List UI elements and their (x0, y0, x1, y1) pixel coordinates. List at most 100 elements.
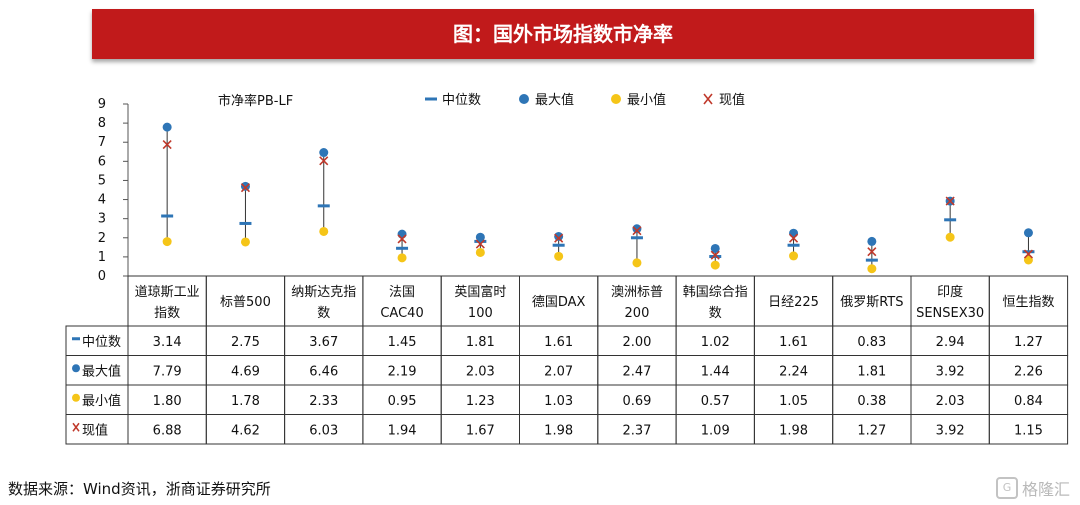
min-point (240, 237, 250, 247)
category-label: 印度 (937, 284, 963, 300)
min-point (710, 260, 720, 270)
table-value: 1.27 (857, 423, 886, 438)
max-point (475, 232, 485, 242)
legend-label: 最大值 (535, 92, 574, 108)
min-point (945, 232, 955, 242)
row-label: 最小值 (82, 393, 121, 409)
table-value: 0.57 (701, 394, 730, 409)
max-point (1023, 228, 1033, 238)
min-point (397, 253, 407, 263)
table-value: 3.92 (936, 423, 965, 438)
legend-marker-max (519, 94, 529, 104)
table-value: 1.15 (1014, 423, 1043, 438)
legend-label: 最小值 (627, 92, 666, 108)
table-value: 2.33 (309, 394, 338, 409)
table-value: 2.47 (622, 364, 651, 379)
y-tick-label: 4 (98, 193, 106, 208)
row-label: 最大值 (82, 363, 121, 379)
min-point (1023, 255, 1033, 265)
max-point (554, 231, 564, 241)
table-value: 1.81 (466, 335, 495, 350)
table-value: 1.61 (779, 335, 808, 350)
legend-marker-current (703, 93, 713, 105)
min-point (475, 247, 485, 257)
table-value: 1.02 (701, 335, 730, 350)
table-value: 2.00 (622, 335, 651, 350)
legend-marker-min (611, 94, 621, 104)
y-tick-label: 8 (98, 116, 106, 131)
min-point (319, 226, 329, 236)
max-point (240, 181, 250, 191)
current-point (945, 196, 955, 206)
table-value: 1.94 (388, 423, 417, 438)
y-tick-label: 7 (98, 135, 106, 150)
current-point (319, 156, 329, 166)
category-label: 韩国综合指 (683, 285, 748, 300)
min-point (632, 258, 642, 268)
table-value: 0.84 (1014, 394, 1043, 409)
category-label: 数 (317, 306, 330, 321)
row-label: 现值 (82, 422, 108, 438)
category-label: 道琼斯工业 (135, 285, 200, 300)
chart-title: 图：国外市场指数市净率 (453, 22, 673, 46)
table-value: 4.62 (231, 423, 260, 438)
category-label: 法国 (389, 285, 415, 300)
table-value: 3.14 (153, 335, 182, 350)
table-value: 7.79 (153, 364, 182, 379)
table-value: 1.09 (701, 423, 730, 438)
current-point (710, 250, 720, 260)
category-label: 澳洲标普 (611, 284, 663, 300)
category-label: 200 (625, 306, 650, 321)
category-label: 日经225 (768, 295, 819, 310)
table-value: 2.19 (388, 364, 417, 379)
table-value: 1.80 (153, 394, 182, 409)
table-value: 2.94 (936, 335, 965, 350)
watermark-logo-icon: G (995, 477, 1018, 499)
y-tick-label: 0 (98, 269, 106, 284)
table-value: 2.03 (466, 364, 495, 379)
category-label: CAC40 (380, 306, 423, 321)
legend-label: 现值 (719, 92, 745, 108)
table-value: 1.98 (779, 423, 808, 438)
plot-title: 市净率PB-LF (218, 93, 293, 109)
current-point (788, 233, 799, 243)
category-label: 德国DAX (532, 295, 586, 310)
table-value: 2.03 (936, 394, 965, 409)
table-value: 1.98 (544, 423, 573, 438)
watermark-text: 格隆汇 (1021, 480, 1070, 499)
category-label: SENSEX30 (916, 306, 984, 321)
max-point (319, 148, 329, 158)
table-value: 4.69 (231, 364, 260, 379)
row-marker-current (72, 422, 80, 432)
max-point (632, 224, 642, 234)
table-value: 2.24 (779, 364, 808, 379)
table-value: 2.26 (1014, 364, 1043, 379)
table-value: 6.88 (153, 423, 182, 438)
current-point (162, 139, 172, 150)
table-value: 6.46 (309, 364, 338, 379)
y-tick-label: 9 (98, 97, 106, 112)
category-label: 100 (468, 306, 493, 321)
table-value: 6.03 (309, 423, 338, 438)
table-value: 0.83 (857, 335, 886, 350)
row-marker-max (72, 364, 80, 373)
table-value: 1.45 (388, 335, 417, 350)
row-marker-min (72, 393, 80, 402)
current-point (554, 233, 564, 243)
min-point (162, 237, 172, 247)
category-label: 数 (709, 306, 722, 321)
table-value: 2.37 (622, 423, 651, 438)
table-value: 1.61 (544, 335, 573, 350)
table-value: 2.07 (544, 364, 573, 379)
table-value: 0.69 (622, 394, 651, 409)
table-value: 1.78 (231, 394, 260, 409)
y-tick-label: 3 (98, 212, 106, 227)
max-point (162, 122, 172, 132)
table-value: 3.67 (309, 335, 338, 350)
table-value: 1.05 (779, 394, 808, 409)
y-tick-label: 2 (98, 231, 106, 246)
row-label: 中位数 (82, 335, 121, 350)
table-value: 1.81 (857, 364, 886, 379)
current-point (475, 239, 485, 249)
